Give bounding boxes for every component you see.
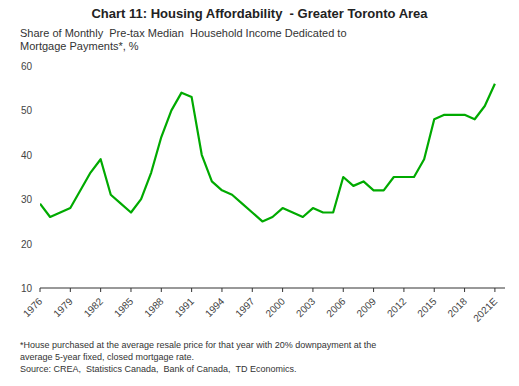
x-tick-label: 1985 [112, 295, 136, 319]
x-tick-label: 2018 [445, 295, 469, 319]
y-tick-label: 40 [21, 150, 33, 161]
x-tick-label: 2006 [324, 295, 348, 319]
x-tick-label: 1988 [142, 295, 166, 319]
x-tick [403, 288, 404, 292]
y-tick-label: 60 [21, 61, 33, 72]
text-line: average 5-year fixed, closed mortgage ra… [20, 352, 194, 362]
y-tick-label: 50 [21, 105, 33, 116]
x-tick-label: 2021E [471, 295, 499, 323]
y-tick-label: 30 [21, 194, 33, 205]
x-tick-label: 1976 [21, 295, 45, 319]
x-tick-label: 1997 [233, 295, 257, 319]
x-tick [161, 288, 162, 292]
x-tick [221, 288, 222, 292]
x-tick [494, 288, 495, 292]
text-line: *House purchased at the average resale p… [20, 340, 376, 350]
x-tick [282, 288, 283, 292]
data-line [40, 84, 495, 222]
chart: Chart 11: Housing Affordability - Greate… [0, 0, 519, 386]
plot-area [40, 84, 495, 222]
x-tick-label: 1982 [82, 295, 106, 319]
y-tick-label: 20 [21, 239, 33, 250]
x-tick [70, 288, 71, 292]
x-tick [373, 288, 374, 292]
x-tick [191, 288, 192, 292]
x-tick [312, 288, 313, 292]
x-tick-label: 1994 [203, 295, 227, 319]
x-tick-label: 2012 [385, 295, 409, 319]
x-tick [40, 288, 41, 292]
x-tick-label: 1991 [173, 295, 197, 319]
x-tick [252, 288, 253, 292]
x-axis-line [40, 288, 505, 289]
text-line: Source: CREA, Statistics Canada, Bank of… [20, 364, 296, 374]
background [0, 0, 519, 386]
x-tick-label: 2003 [294, 295, 318, 319]
x-tick [130, 288, 131, 292]
x-tick-label: 2000 [264, 295, 288, 319]
x-tick [343, 288, 344, 292]
x-tick [464, 288, 465, 292]
x-tick [100, 288, 101, 292]
y-tick-label: 10 [21, 283, 33, 294]
text-line: Mortgage Payments*, % [20, 40, 139, 52]
x-tick-label: 2009 [354, 295, 378, 319]
footnote: *House purchased at the average resale p… [20, 340, 376, 374]
subtitle: Share of Monthly Pre-tax Median Househol… [20, 27, 347, 52]
text-line: Share of Monthly Pre-tax Median Househol… [20, 27, 347, 39]
title: Chart 11: Housing Affordability - Greate… [91, 6, 428, 21]
x-tick-label: 2015 [415, 295, 439, 319]
x-tick-label: 1979 [51, 295, 75, 319]
x-tick [434, 288, 435, 292]
